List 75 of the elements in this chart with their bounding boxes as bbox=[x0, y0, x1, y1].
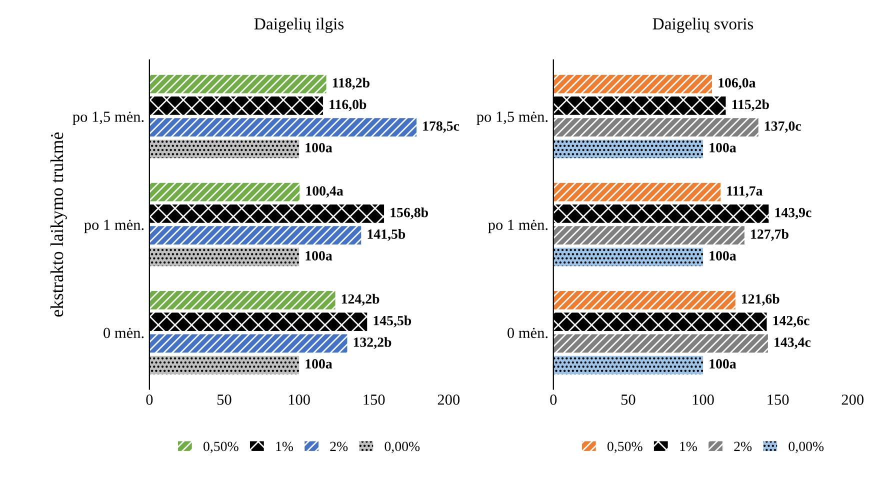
data-label: 100,4a bbox=[306, 186, 344, 198]
data-label: 106,0a bbox=[718, 78, 756, 90]
bar bbox=[553, 356, 704, 374]
data-label: 145,5b bbox=[374, 316, 412, 328]
y-axis-title: ekstrakto laikymo trukmė bbox=[50, 132, 67, 317]
bar bbox=[553, 226, 744, 245]
x-tick-label: 200 bbox=[438, 394, 460, 405]
bar bbox=[149, 356, 300, 374]
bar bbox=[149, 118, 416, 136]
bar bbox=[149, 334, 348, 353]
legend-label: 2% bbox=[330, 442, 348, 452]
bar bbox=[553, 334, 768, 353]
bar bbox=[553, 140, 704, 158]
bar bbox=[149, 204, 384, 223]
data-label: 143,4c bbox=[774, 338, 811, 349]
data-label: 100a bbox=[306, 142, 332, 152]
bar bbox=[149, 182, 300, 202]
bar bbox=[553, 204, 769, 223]
x-tick-label: 50 bbox=[621, 394, 636, 405]
data-label: 132,2b bbox=[354, 337, 392, 349]
data-label: 100a bbox=[306, 251, 332, 260]
data-label: 100a bbox=[710, 251, 736, 260]
data-label: 118,2b bbox=[332, 78, 370, 90]
bar bbox=[553, 118, 758, 136]
data-label: 156,8b bbox=[390, 207, 428, 220]
data-label: 142,6c bbox=[773, 316, 810, 328]
legend-label: 1% bbox=[276, 442, 294, 452]
x-tick-label: 50 bbox=[217, 394, 232, 405]
data-label: 121,6b bbox=[742, 294, 780, 306]
chart-title: Daigelių svoris bbox=[652, 18, 754, 33]
y-tick-label: po 1,5 mėn. bbox=[476, 112, 548, 126]
data-label: 100a bbox=[306, 359, 332, 369]
data-label: 100a bbox=[710, 359, 736, 369]
legend-label: 1% bbox=[680, 442, 697, 452]
data-label: 178,5c bbox=[423, 121, 460, 133]
legend-label: 0,50% bbox=[607, 442, 642, 454]
y-tick-label: po 1 mėn. bbox=[84, 220, 144, 234]
data-label: 111,7a bbox=[727, 186, 763, 198]
y-tick-label: po 1 mėn. bbox=[488, 220, 548, 234]
bar bbox=[553, 248, 704, 266]
legend-label: 0,00% bbox=[384, 442, 420, 454]
data-label: 100a bbox=[710, 142, 736, 152]
legend-label: 2% bbox=[734, 442, 752, 452]
data-label: 143,9c bbox=[775, 208, 812, 220]
y-tick-label: 0 mėn. bbox=[508, 328, 548, 338]
x-tick-label: 150 bbox=[364, 394, 385, 405]
bar bbox=[149, 74, 326, 94]
legend-label: 0,50% bbox=[204, 442, 238, 454]
x-tick-label: 0 bbox=[146, 394, 153, 405]
legend-label: 0,00% bbox=[788, 442, 824, 454]
bar bbox=[149, 312, 368, 332]
chart-title: Daigelių ilgis bbox=[254, 18, 344, 33]
data-label: 127,7b bbox=[751, 229, 788, 241]
x-tick-label: 100 bbox=[692, 394, 714, 405]
bar bbox=[553, 96, 726, 115]
bar bbox=[149, 248, 300, 266]
y-tick-label: po 1,5 mėn. bbox=[72, 112, 144, 126]
x-tick-label: 0 bbox=[550, 394, 557, 405]
bar bbox=[553, 74, 712, 94]
bar bbox=[553, 291, 736, 310]
data-label: 116,0b bbox=[330, 99, 366, 112]
bar bbox=[149, 291, 336, 310]
data-label: 137,0c bbox=[765, 121, 801, 133]
bar bbox=[553, 182, 721, 202]
data-label: 141,5b bbox=[368, 229, 406, 241]
bar bbox=[149, 140, 300, 158]
data-label: 124,2b bbox=[342, 294, 380, 306]
bar bbox=[149, 226, 362, 245]
x-tick-label: 100 bbox=[288, 394, 310, 405]
bar bbox=[553, 312, 767, 332]
data-label: 115,2b bbox=[732, 99, 769, 112]
bar bbox=[149, 96, 323, 115]
y-tick-label: 0 mėn. bbox=[104, 328, 144, 338]
x-tick-label: 200 bbox=[842, 394, 864, 405]
x-tick-label: 150 bbox=[768, 394, 789, 405]
